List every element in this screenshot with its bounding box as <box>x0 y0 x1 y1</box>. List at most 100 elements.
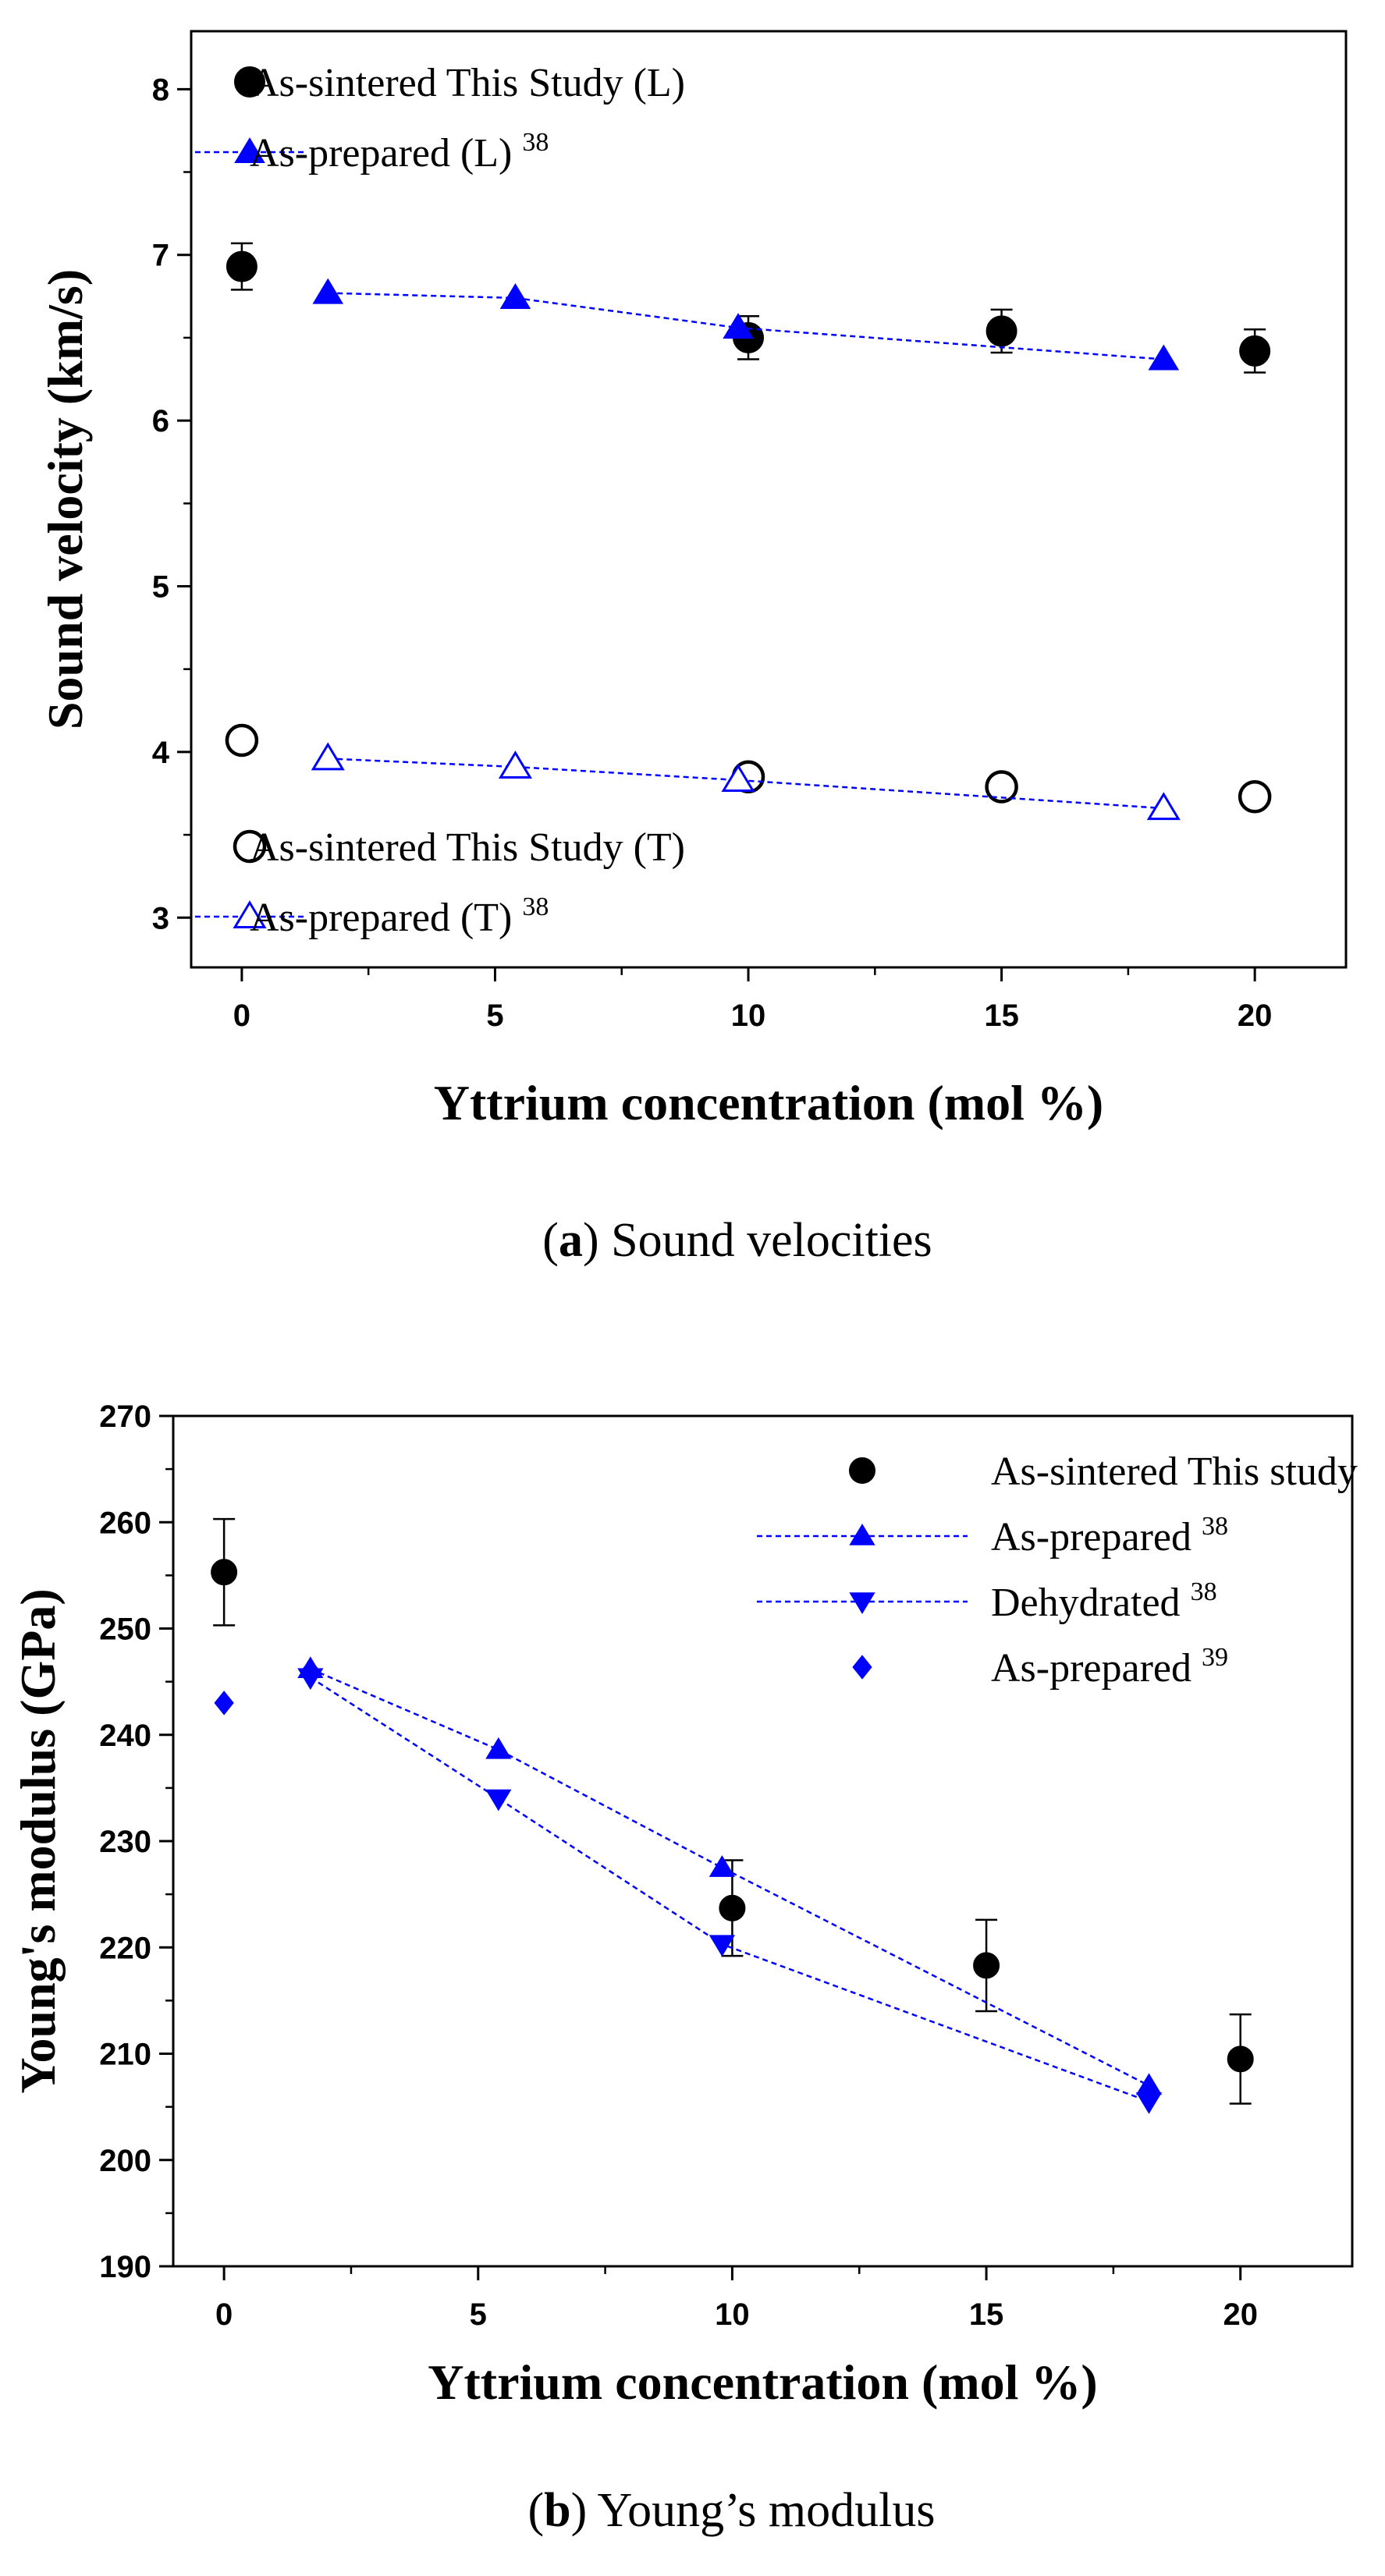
series-3 <box>214 1659 1159 2107</box>
caption-text: Young’s modulus <box>587 2484 935 2537</box>
x-tick-label: 20 <box>1238 999 1273 1033</box>
legend-label: As-prepared (T) 38 <box>250 892 549 940</box>
data-point <box>1239 335 1271 367</box>
legend-marker <box>849 1457 875 1484</box>
legend-label-text: As-prepared <box>991 1515 1202 1559</box>
y-tick-label: 250 <box>99 1613 151 1647</box>
legend-label: As-sintered This Study (L) <box>250 61 685 105</box>
data-point <box>300 1659 321 1684</box>
series-1 <box>312 278 1180 371</box>
caption-open: ( <box>528 2484 545 2537</box>
series-1 <box>297 1656 1163 2095</box>
legend-label-sup: 39 <box>1202 1643 1228 1672</box>
legend-label: As-sintered This Study (T) <box>250 825 685 870</box>
data-point <box>708 1935 736 1957</box>
x-tick-label: 15 <box>984 999 1019 1033</box>
y-tick-label: 7 <box>152 239 169 273</box>
legend-label-text: As-sintered This study <box>991 1449 1358 1494</box>
legend-label-text: Dehydrated <box>991 1581 1191 1625</box>
caption: (a) Sound velocities <box>542 1214 932 1267</box>
x-axis-title: Yttrium concentration (mol %) <box>434 1075 1103 1130</box>
data-point <box>1238 779 1272 814</box>
data-point <box>499 282 531 309</box>
series-line <box>328 758 1164 810</box>
legend-label: As-prepared (L) 38 <box>250 128 549 176</box>
legend-top-left: As-sintered This Study (L) As-prepared (L… <box>195 61 685 176</box>
y-tick-label: 270 <box>99 1400 151 1434</box>
series-2 <box>297 1668 1163 2114</box>
y-tick-label: 3 <box>152 901 169 935</box>
data-point <box>973 1952 1000 1979</box>
series-3 <box>311 742 1181 821</box>
y-tick-label: 220 <box>99 1931 151 1965</box>
data-point <box>708 1855 736 1877</box>
plot-frame <box>190 30 1348 969</box>
data-point <box>225 723 259 758</box>
chart-b: 0 5 10 15 20 190 200 210 220 230 240 250 260 270 Yttri… <box>10 1400 1358 2537</box>
data-point <box>1148 344 1180 371</box>
x-tick-label: 0 <box>215 2297 233 2332</box>
y-tick-label: 8 <box>152 73 169 107</box>
legend-label-text: As-sintered This Study (T) <box>250 825 685 870</box>
y-tick-label: 260 <box>99 1506 151 1540</box>
x-tick-label: 5 <box>486 999 503 1033</box>
y-tick-label: 210 <box>99 2038 151 2072</box>
legend-label: As-sintered This study <box>991 1449 1358 1494</box>
data-point <box>226 250 257 282</box>
legend-label-text: As-prepared (L) <box>250 131 522 176</box>
series-line <box>310 1668 1150 2087</box>
y-axis-title: Young's modulus (GPa) <box>10 1588 66 2093</box>
x-tick-label: 5 <box>470 2297 487 2332</box>
legend-marker <box>849 1524 875 1545</box>
legend-bottom-left: As-sintered This Study (T) As-prepared (T… <box>195 825 685 940</box>
y-axis-title: Sound velocity (km/s) <box>37 269 93 729</box>
legend-label: As-prepared 38 <box>991 1512 1228 1559</box>
x-tick-label: 10 <box>715 2297 750 2332</box>
legend-label-sup: 38 <box>522 892 549 921</box>
data-point <box>721 764 755 792</box>
data-point <box>211 1559 238 1586</box>
chart-a: 0 5 10 15 20 3 4 5 6 7 8 Yttrium concentration (mol… <box>37 30 1348 1267</box>
series-line <box>310 1677 1149 2102</box>
data-point <box>498 750 532 779</box>
x-tick-label: 0 <box>233 999 250 1033</box>
legend-label-sup: 38 <box>1191 1577 1217 1606</box>
legend-marker <box>849 1592 875 1614</box>
legend-label-text: As-sintered This Study (L) <box>250 61 685 105</box>
legend-marker <box>852 1655 872 1680</box>
data-point <box>312 278 344 304</box>
legend-label-sup: 38 <box>522 128 549 157</box>
legend-label: As-prepared 39 <box>991 1643 1228 1691</box>
y-tick-label: 230 <box>99 1825 151 1859</box>
data-point <box>985 770 1018 804</box>
x-axis-title: Yttrium concentration (mol %) <box>428 2354 1097 2410</box>
y-tick-label: 4 <box>152 736 170 770</box>
data-point <box>1227 2046 1254 2073</box>
x-tick-label: 10 <box>731 999 766 1033</box>
data-point <box>1146 792 1181 821</box>
series-line <box>328 292 1164 360</box>
x-tick-label: 20 <box>1223 2297 1258 2332</box>
caption-close: ) <box>571 2484 588 2537</box>
data-point <box>723 313 754 339</box>
caption-open: ( <box>542 1214 559 1267</box>
legend-marker <box>234 137 265 163</box>
data-point <box>719 1894 746 1921</box>
caption-letter: a <box>559 1214 583 1267</box>
data-point <box>1138 2081 1159 2107</box>
legend-marker <box>233 829 267 864</box>
data-point <box>214 1691 234 1716</box>
legend-label-text: As-prepared (T) <box>250 896 522 940</box>
legend-marker <box>233 900 267 928</box>
legend-label-sup: 38 <box>1202 1512 1228 1541</box>
caption-close: ) <box>583 1214 599 1267</box>
series-0 <box>211 1517 1254 2105</box>
y-tick-label: 190 <box>99 2250 151 2284</box>
x-tick-label: 15 <box>969 2297 1004 2332</box>
data-point <box>485 1737 512 1759</box>
series-2 <box>225 723 1272 814</box>
legend-label: Dehydrated 38 <box>991 1577 1217 1625</box>
y-tick-label: 200 <box>99 2144 151 2178</box>
